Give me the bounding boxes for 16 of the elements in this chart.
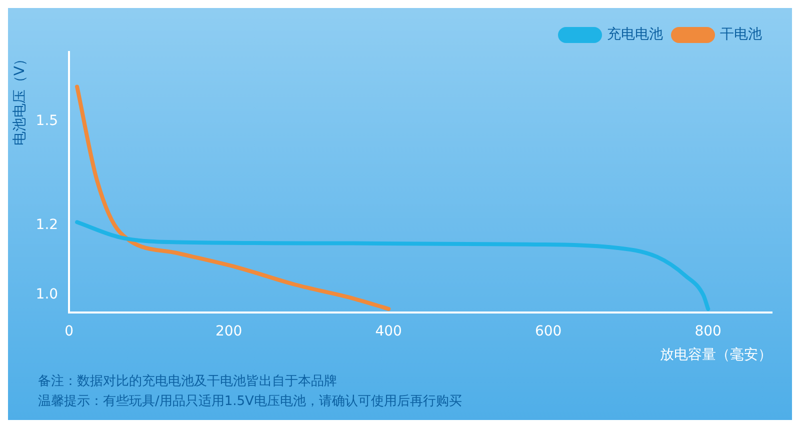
legend-label: 干电池 — [720, 26, 762, 43]
text: 温馨提示：有些玩具/用品只适用1.5V电压电池，请确认可使用后再行购买 — [38, 393, 463, 411]
y-tick-label: 1.0 — [36, 286, 58, 303]
y-tick-label: 1.2 — [36, 217, 58, 234]
y-tick-label: 1.5 — [36, 113, 58, 130]
x-tick-label: 800 — [694, 323, 722, 340]
x-tick-label: 0 — [64, 323, 74, 340]
legend-label: 充电电池 — [607, 26, 663, 43]
x-tick-label: 600 — [534, 323, 562, 340]
x-tick-label: 400 — [375, 323, 402, 340]
text: 备注：数据对比的充电电池及干电池皆出自于本品牌 — [38, 373, 338, 391]
y-axis-title: 电池电压（V） — [12, 52, 28, 146]
line-series — [75, 220, 710, 311]
line-series — [75, 84, 391, 311]
x-axis-title: 放电容量（毫安） — [660, 347, 772, 364]
x-tick-label: 200 — [215, 323, 242, 340]
